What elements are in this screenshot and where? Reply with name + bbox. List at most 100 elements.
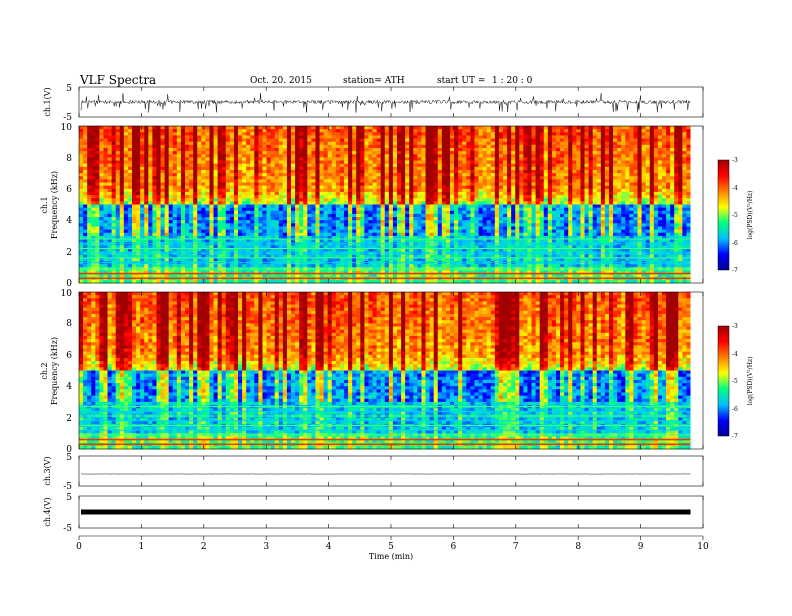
ch1-spectrogram-cell [193, 141, 198, 146]
ch1-spectrogram-cell [674, 223, 679, 227]
ch1-spectrogram-cell [127, 213, 133, 218]
ch1-spectrogram-cell [584, 166, 589, 171]
ch1-spectrogram-cell [127, 204, 133, 209]
ch1-spectrogram-cell [201, 229, 206, 234]
ch1-spectrogram-cell [262, 198, 267, 202]
ch1-spectrogram-cell [502, 213, 508, 218]
ch1-spectrogram-cell [674, 144, 679, 149]
ch1-spectrogram-cell [250, 207, 255, 212]
ch1-spectrogram-cell [348, 135, 353, 139]
ch1-spectrogram-cell [246, 198, 251, 202]
ch1-spectrogram-cell [282, 182, 288, 187]
ch1-spectrogram-cell [482, 138, 488, 143]
ch1-spectrogram-cell [209, 166, 214, 171]
ch1-spectrogram-cell [266, 179, 272, 183]
ch1-spectrogram-cell [482, 195, 488, 199]
ch1-spectrogram-cell [604, 151, 610, 155]
ch1-spectrogram-cell [123, 154, 129, 158]
ch1-spectrogram-cell [531, 135, 536, 139]
ch1-spectrogram-cell [152, 179, 157, 183]
ch1-spectrogram-cell [303, 144, 308, 149]
ch1-spectrogram-cell [164, 141, 170, 146]
ch1-spectrogram-cell [621, 179, 626, 183]
ch1-spectrogram-cell [356, 154, 361, 158]
ch1-spectrogram-cell [653, 220, 659, 224]
ch1-spectrogram-cell [123, 229, 129, 234]
ch1-spectrogram-cell [405, 151, 410, 155]
ch1-spectrogram-cell [217, 176, 223, 180]
ch1-spectrogram-cell [449, 185, 455, 190]
ch1-spectrogram-cell [576, 138, 581, 143]
ch1-spectrogram-cell [209, 169, 214, 174]
ch1-spectrogram-cell [132, 201, 137, 205]
ch1-spectrogram-cell [551, 198, 557, 202]
ch1-spectrogram-cell [604, 223, 610, 227]
ch1-spectrogram-cell [107, 217, 113, 221]
ch1-spectrogram-cell [335, 169, 341, 174]
ch1-spectrogram-cell [458, 157, 463, 161]
ch1-spectrogram-cell [657, 144, 663, 149]
ch1-spectrogram-cell [217, 163, 223, 168]
ch1-spectrogram-cell [107, 223, 113, 227]
ch1-spectrogram-cell [629, 217, 634, 221]
ch1-spectrogram-cell [425, 126, 431, 130]
ch1-spectrogram-cell [425, 163, 431, 168]
ch1-spectrogram-cell [572, 188, 577, 193]
ch1-spectrogram-cell [486, 173, 492, 177]
ch1-spectrogram-cell [258, 210, 263, 215]
ch1-spectrogram-cell [661, 151, 667, 155]
ch1-spectrogram-cell [356, 185, 361, 190]
ch1-spectrogram-cell [172, 182, 178, 187]
ch1-spectrogram-cell [653, 198, 659, 202]
ch1-spectrogram-cell [360, 151, 365, 155]
ch1-spectrogram-cell [189, 210, 194, 215]
ch1-spectrogram-cell [490, 160, 496, 165]
ch1-spectrogram-cell [613, 204, 618, 209]
ch1-spectrogram-cell [307, 226, 312, 231]
ch1-spectrogram-cell [413, 220, 418, 224]
ch1-spectrogram-cell [295, 151, 300, 155]
ch1-spectrogram-cell [474, 176, 479, 180]
ch1-spectrogram-cell [409, 169, 414, 174]
ch1-spectrogram-cell [653, 210, 659, 215]
ch1-spectrogram-cell [303, 213, 308, 218]
ch1-spectrogram-cell [327, 204, 333, 209]
ch1-spectrogram-cell [319, 201, 325, 205]
ch1-spectrogram-cell [372, 201, 378, 205]
ch1-spectrogram-cell [315, 179, 320, 183]
ch1-spectrogram-cell [193, 229, 198, 234]
ch1-spectrogram-cell [132, 173, 137, 177]
ch1-spectrogram-cell [270, 151, 276, 155]
ch1-spectrogram-cell [596, 185, 602, 190]
ch1-spectrogram-cell [360, 188, 365, 193]
ch1-spectrogram-cell [380, 147, 386, 152]
ch1-spectrogram-cell [523, 141, 528, 146]
ch1-spectrogram-cell [437, 154, 443, 158]
ch1-spectrogram-cell [384, 160, 390, 165]
ch1-spectrogram-cell [205, 217, 210, 221]
ch1-spectrogram-cell [111, 220, 117, 224]
ch1-spectrogram-cell [176, 135, 182, 139]
ch1-spectrogram-cell [197, 132, 202, 136]
ch1-spectrogram-cell [478, 198, 484, 202]
ch1-spectrogram-cell [474, 217, 479, 221]
ch1-spectrogram-cell [303, 129, 308, 133]
ch1-spectrogram-cell [617, 210, 622, 215]
ch1-spectrogram-cell [568, 163, 573, 168]
ch1-spectrogram-cell [405, 147, 410, 152]
ch1-spectrogram-cell [295, 129, 300, 133]
ch1-spectrogram-cell [368, 185, 373, 190]
ch1-spectrogram-cell [388, 129, 394, 133]
ch1-spectrogram-cell [478, 210, 484, 215]
ch1-spectrogram-cell [270, 207, 276, 212]
ch1-spectrogram-cell [323, 182, 329, 187]
ch1-spectrogram-cell [185, 129, 190, 133]
ch1-spectrogram-cell [119, 132, 125, 136]
ch1-spectrogram-cell [331, 160, 337, 165]
ch1-spectrogram-cell [613, 135, 618, 139]
ch1-spectrogram-cell [209, 157, 214, 161]
ch1-spectrogram-cell [429, 198, 435, 202]
ch1-spectrogram-cell [307, 160, 312, 165]
ch1-spectrogram-cell [262, 132, 267, 136]
ch1-spectrogram-cell [282, 129, 288, 133]
